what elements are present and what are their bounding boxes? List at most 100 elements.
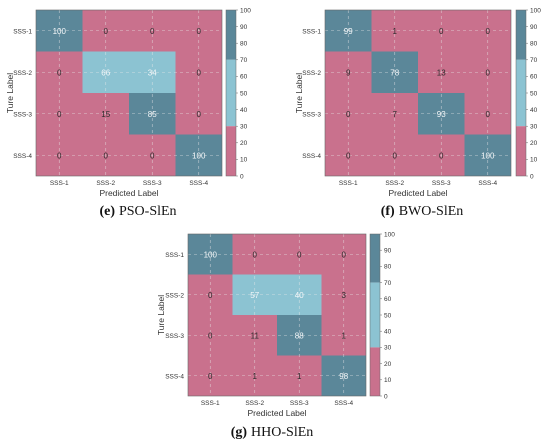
colorbar-tick-label: 10	[384, 377, 392, 384]
cell-value-label: 0	[150, 151, 155, 160]
cell-value-label: 11	[251, 331, 260, 340]
x-axis-label: Predicted Label	[247, 408, 306, 418]
cell-value-label: 0	[346, 151, 351, 160]
cell-value-label: 1	[297, 372, 302, 381]
colorbar-tick-label: 80	[530, 41, 538, 48]
cell-value-label: 0	[57, 151, 62, 160]
x-tick-label: SSS-2	[245, 400, 264, 407]
cell-value-label: 88	[295, 331, 304, 340]
colorbar-tick-label: 80	[384, 264, 392, 271]
cell-value-label: 0	[57, 110, 62, 119]
y-axis-label: Ture Label	[5, 73, 15, 113]
x-tick-label: SSS-4	[478, 180, 497, 187]
cell-value-label: 0	[342, 250, 347, 259]
cell-value-label: 0	[439, 27, 444, 36]
cell-value-label: 0	[253, 250, 258, 259]
cell-value-label: 7	[393, 110, 398, 119]
cell-value-label: 0	[197, 110, 202, 119]
panel-hho-slen: 100 0 0 00 57 40 30 11 88 10 1 1 98SSS-1SSS-2SSS-3SS…	[156, 231, 395, 440]
y-tick-label: SSS-2	[302, 70, 321, 77]
colorbar-tick-label: 90	[240, 24, 248, 31]
colorbar-segment	[370, 234, 380, 283]
colorbar-segment	[516, 126, 526, 176]
cell-value-label: 0	[486, 68, 491, 77]
cell-value-label: 0	[439, 151, 444, 160]
cell-value-label: 98	[339, 372, 348, 381]
cell-value-label: 9	[346, 68, 351, 77]
colorbar-tick-label: 20	[530, 140, 538, 147]
colorbar-segment	[226, 59, 236, 127]
y-tick-label: SSS-3	[302, 111, 321, 118]
panel-caption: (g) HHO-SlEn	[231, 425, 314, 440]
cell-value-label: 0	[150, 27, 155, 36]
cell-value-label: 57	[250, 291, 259, 300]
cell-value-label: 34	[148, 68, 157, 77]
cell-value-label: 3	[342, 291, 347, 300]
panel-bwo-slen: 99 1 0 09 78 13 00 7 93 00 0 0 100SSS-1SSS-2SSS-3SSS…	[294, 7, 541, 219]
colorbar-tick-label: 90	[384, 248, 392, 255]
colorbar-tick-label: 80	[240, 41, 248, 48]
cell-value-label: 15	[101, 110, 110, 119]
y-axis-label: Ture Label	[156, 295, 166, 335]
y-tick-label: SSS-2	[165, 292, 184, 299]
cell-value-label: 0	[197, 68, 202, 77]
colorbar-tick-label: 40	[384, 329, 392, 336]
cell-value-label: 0	[346, 110, 351, 119]
cell-value-label: 1	[393, 27, 398, 36]
y-tick-label: SSS-1	[13, 28, 32, 35]
plot-frame	[35, 9, 223, 177]
y-tick-label: SSS-3	[165, 333, 184, 340]
x-tick-label: SSS-1	[339, 180, 358, 187]
colorbar-tick-label: 90	[530, 24, 538, 31]
caption-tag: (g)	[231, 425, 248, 440]
colorbar-segment	[516, 10, 526, 60]
cell-value-label: 100	[204, 250, 218, 259]
colorbar-tick-label: 50	[240, 90, 248, 97]
colorbar-tick-label: 20	[384, 361, 392, 368]
panel-caption: (f) BWO-SlEn	[381, 204, 464, 219]
cell-value-label: 1	[253, 372, 258, 381]
x-tick-label: SSS-2	[385, 180, 404, 187]
x-axis-label: Predicted Label	[388, 188, 447, 198]
y-tick-label: SSS-3	[13, 111, 32, 118]
colorbar-tick-label: 70	[384, 280, 392, 287]
colorbar-tick-label: 50	[384, 312, 392, 319]
caption-tag: (f)	[381, 204, 395, 219]
cell-value-label: 0	[57, 68, 62, 77]
colorbar-tick-label: 0	[240, 173, 244, 180]
colorbar-tick-label: 0	[530, 173, 534, 180]
x-axis-label: Predicted Label	[99, 188, 158, 198]
cell-value-label: 100	[481, 151, 495, 160]
colorbar-tick-label: 40	[530, 107, 538, 114]
x-tick-label: SSS-1	[201, 400, 220, 407]
y-tick-label: SSS-1	[165, 252, 184, 259]
cell-value-label: 93	[437, 110, 446, 119]
caption-name: BWO-SlEn	[399, 204, 464, 219]
cell-value-label: 66	[101, 68, 110, 77]
cell-value-label: 0	[486, 27, 491, 36]
y-tick-label: SSS-4	[13, 153, 32, 160]
colorbar-tick-label: 70	[530, 57, 538, 64]
x-tick-label: SSS-3	[432, 180, 451, 187]
colorbar-tick-label: 10	[240, 157, 248, 164]
cell-value-label: 78	[390, 68, 399, 77]
colorbar-segment	[516, 59, 526, 127]
cell-value-label: 0	[486, 110, 491, 119]
panel-caption: (e) PSO-SlEn	[99, 204, 176, 219]
colorbar-segment	[370, 347, 380, 396]
plot-frame	[324, 9, 512, 177]
x-tick-label: SSS-4	[334, 400, 353, 407]
cell-value-label: 85	[148, 110, 157, 119]
colorbar-tick-label: 60	[384, 296, 392, 303]
colorbar-tick-label: 30	[530, 124, 538, 131]
colorbar-tick-label: 10	[530, 157, 538, 164]
cell-value-label: 0	[104, 27, 109, 36]
y-tick-label: SSS-4	[165, 373, 184, 380]
cell-value-label: 0	[104, 151, 109, 160]
x-tick-label: SSS-1	[50, 180, 69, 187]
caption-tag: (e)	[99, 204, 115, 219]
caption-name: PSO-SlEn	[119, 204, 177, 219]
cell-value-label: 40	[295, 291, 304, 300]
colorbar-segment	[370, 282, 380, 348]
x-tick-label: SSS-3	[143, 180, 162, 187]
